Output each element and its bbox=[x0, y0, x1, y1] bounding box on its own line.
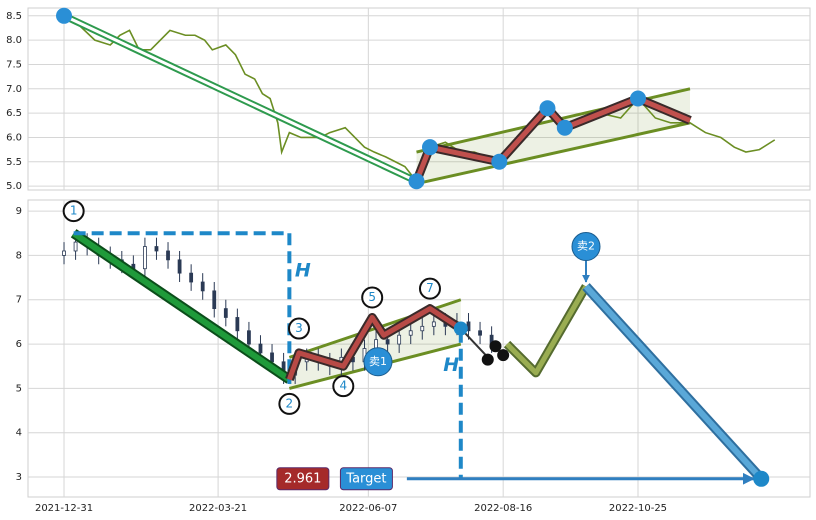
candle-body bbox=[397, 334, 402, 345]
pivot-dot bbox=[408, 173, 425, 190]
signal-label: 卖1 bbox=[369, 355, 387, 368]
candle-body bbox=[385, 339, 390, 345]
pattern-line bbox=[505, 285, 589, 376]
y-tick-label: 6.5 bbox=[6, 108, 22, 119]
pivot-dot bbox=[56, 7, 73, 24]
y-tick-label: 5 bbox=[16, 383, 22, 394]
pivot-dot bbox=[629, 90, 646, 107]
candle-body bbox=[143, 246, 147, 270]
y-tick-label: 3 bbox=[16, 472, 22, 483]
candle-body bbox=[166, 250, 170, 261]
pattern-line bbox=[287, 306, 463, 381]
pattern-line bbox=[63, 14, 418, 183]
candle-body bbox=[235, 317, 240, 332]
wave-marker bbox=[361, 286, 384, 309]
pattern-line bbox=[583, 284, 764, 481]
y-tick-label: 7.5 bbox=[6, 59, 22, 70]
y-tick-label: 5.5 bbox=[6, 157, 22, 168]
wave-label: 5 bbox=[368, 290, 376, 304]
pivot-dot bbox=[453, 321, 468, 336]
candle-body bbox=[223, 308, 228, 318]
candle-body bbox=[431, 321, 436, 327]
label-box-text: Target bbox=[345, 471, 386, 486]
candle-body bbox=[189, 272, 194, 283]
height-label: H bbox=[443, 354, 459, 376]
y-tick-label: 8.5 bbox=[6, 11, 22, 22]
candle-body bbox=[212, 290, 217, 310]
y-tick-label: 7 bbox=[16, 295, 22, 306]
candle-body bbox=[258, 343, 263, 354]
pivot-dot bbox=[421, 139, 438, 156]
wave-marker bbox=[288, 317, 311, 340]
pivot-dot bbox=[497, 349, 510, 362]
pivot-dot bbox=[491, 153, 508, 170]
y-tick-label: 6 bbox=[16, 339, 22, 350]
x-tick-label: 2022-06-07 bbox=[339, 503, 397, 514]
wave-label: 3 bbox=[295, 321, 303, 335]
y-tick-label: 5.0 bbox=[6, 181, 22, 192]
label-box bbox=[339, 467, 393, 491]
y-tick-label: 9 bbox=[16, 206, 22, 217]
candle-body bbox=[247, 330, 251, 345]
y-tick-label: 4 bbox=[16, 428, 22, 439]
x-tick-label: 2022-03-21 bbox=[189, 503, 247, 514]
candle-body bbox=[200, 281, 205, 292]
wave-marker bbox=[278, 392, 301, 415]
label-box-text: 2.961 bbox=[284, 471, 321, 486]
pivot-dot bbox=[539, 100, 556, 117]
wave-label: 7 bbox=[426, 281, 434, 295]
y-tick-label: 6.0 bbox=[6, 132, 22, 143]
x-tick-label: 2022-08-16 bbox=[474, 503, 532, 514]
wave-marker bbox=[418, 277, 441, 300]
y-tick-label: 8 bbox=[16, 250, 22, 261]
candle-body bbox=[420, 325, 425, 332]
y-tick-label: 8.0 bbox=[6, 35, 22, 46]
wave-label: 2 bbox=[286, 396, 294, 410]
candle-body bbox=[478, 330, 482, 336]
x-tick-label: 2022-10-25 bbox=[609, 503, 667, 514]
x-tick-label: 2021-12-31 bbox=[35, 503, 93, 514]
signal-marker bbox=[363, 347, 393, 377]
candle-body bbox=[408, 330, 413, 336]
wave-label: 1 bbox=[70, 204, 78, 218]
wave-marker bbox=[332, 375, 355, 398]
wave-label: 4 bbox=[339, 379, 347, 393]
candle-body bbox=[154, 246, 159, 252]
pivot-dot bbox=[753, 470, 770, 487]
pivot-dot bbox=[556, 119, 573, 136]
y-tick-label: 7.0 bbox=[6, 84, 22, 95]
candle-body bbox=[374, 339, 378, 349]
height-label: H bbox=[295, 259, 311, 281]
candle-body bbox=[177, 259, 182, 274]
plot-frame bbox=[27, 7, 811, 191]
wave-marker bbox=[62, 200, 85, 223]
label-box bbox=[276, 467, 330, 491]
signal-label: 卖2 bbox=[577, 240, 595, 253]
channel-lower bbox=[416, 121, 691, 186]
candle-body bbox=[62, 250, 66, 256]
signal-marker bbox=[571, 232, 601, 262]
pattern-line bbox=[71, 230, 292, 383]
candle-body bbox=[73, 241, 78, 252]
pivot-dot bbox=[481, 353, 494, 366]
candle-body bbox=[270, 352, 274, 363]
pivot-dot bbox=[489, 340, 502, 353]
